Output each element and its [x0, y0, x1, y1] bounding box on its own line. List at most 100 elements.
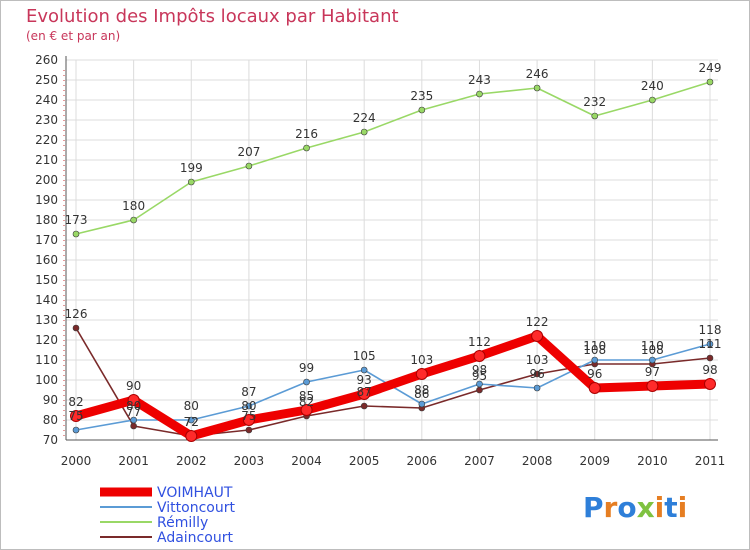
- y-tick-label: 150: [35, 273, 58, 287]
- data-label: 232: [583, 95, 606, 109]
- data-point: [418, 106, 426, 114]
- data-point: [476, 380, 483, 388]
- legend-label: Vittoncourt: [157, 500, 235, 516]
- proxiti-logo[interactable]: Proxiti: [583, 491, 687, 524]
- data-label: 216: [295, 127, 318, 141]
- legend-item[interactable]: Rémilly: [100, 515, 208, 531]
- x-tick-label: 2009: [579, 454, 610, 468]
- legend-label: Rémilly: [157, 515, 208, 531]
- data-point: [72, 324, 80, 332]
- data-label: 112: [468, 335, 491, 349]
- y-tick-label: 110: [35, 353, 58, 367]
- data-point: [646, 380, 659, 392]
- data-point: [704, 378, 716, 390]
- data-point: [649, 96, 656, 104]
- data-point: [303, 378, 310, 386]
- data-label: 90: [126, 379, 141, 393]
- data-label: 199: [180, 161, 203, 175]
- data-point: [245, 426, 253, 434]
- data-point: [127, 394, 140, 406]
- legend-label: VOIMHAUT: [157, 485, 233, 501]
- logo-letter: P: [583, 491, 604, 524]
- x-tick-label: 2005: [349, 454, 380, 468]
- data-point: [706, 340, 714, 348]
- logo-letter: i: [678, 491, 688, 524]
- series-line: [71, 331, 715, 441]
- y-tick-label: 180: [35, 213, 58, 227]
- x-tick-label: 2007: [464, 454, 495, 468]
- data-label: 173: [65, 213, 88, 227]
- data-point: [70, 410, 82, 422]
- legend-label: Adaincourt: [157, 530, 233, 546]
- data-point: [187, 178, 195, 186]
- data-point: [415, 368, 428, 380]
- data-label: 108: [641, 343, 664, 357]
- data-point: [185, 430, 198, 442]
- data-label: 246: [526, 67, 549, 81]
- data-label: 103: [526, 353, 549, 367]
- data-label: 87: [357, 385, 372, 399]
- data-point: [245, 402, 253, 410]
- x-tick-label: 2000: [61, 454, 92, 468]
- data-label: 98: [472, 363, 487, 377]
- y-tick-label: 240: [35, 93, 58, 107]
- data-point: [588, 382, 601, 394]
- data-label: 95: [472, 369, 487, 383]
- data-point: [130, 422, 137, 430]
- data-point: [358, 388, 371, 400]
- data-label: 93: [357, 373, 372, 387]
- data-point: [531, 330, 544, 342]
- x-tick-label: 2003: [234, 454, 265, 468]
- data-point: [360, 402, 368, 410]
- logo-letter: i: [655, 491, 665, 524]
- y-tick-label: 140: [35, 293, 58, 307]
- data-label: 85: [299, 389, 314, 403]
- legend-item[interactable]: Vittoncourt: [100, 500, 235, 516]
- logo-letter: t: [664, 491, 677, 524]
- x-tick-label: 2008: [522, 454, 553, 468]
- data-point: [649, 356, 656, 364]
- data-label: 72: [184, 415, 199, 429]
- data-label: 77: [126, 405, 141, 419]
- series-layer: [70, 78, 716, 442]
- legend-item[interactable]: VOIMHAUT: [100, 485, 233, 501]
- data-point: [533, 370, 541, 378]
- data-point: [242, 414, 255, 426]
- legend-item[interactable]: Adaincourt: [100, 530, 233, 546]
- data-label: 80: [241, 399, 256, 413]
- data-point: [303, 144, 310, 152]
- data-point: [300, 404, 313, 416]
- data-label: 111: [699, 337, 722, 351]
- data-label: 103: [410, 353, 433, 367]
- x-tick-label: 2002: [176, 454, 207, 468]
- data-point: [72, 230, 80, 238]
- y-tick-label: 190: [35, 193, 58, 207]
- data-label: 180: [122, 199, 145, 213]
- y-tick-label: 80: [43, 413, 58, 427]
- y-tick-label: 210: [35, 153, 58, 167]
- data-label: 240: [641, 79, 664, 93]
- logo-letter: r: [604, 491, 618, 524]
- data-label: 96: [587, 367, 602, 381]
- logo-letter: o: [617, 491, 636, 524]
- x-tick-label: 2001: [118, 454, 149, 468]
- y-tick-label: 130: [35, 313, 58, 327]
- data-label: 235: [410, 89, 433, 103]
- data-point: [473, 350, 486, 362]
- y-tick-label: 120: [35, 333, 58, 347]
- logo-letter: x: [637, 491, 655, 524]
- data-point: [72, 426, 80, 434]
- data-label: 82: [299, 395, 314, 409]
- data-point: [533, 84, 541, 92]
- data-label: 207: [237, 145, 260, 159]
- x-tick-label: 2006: [407, 454, 438, 468]
- data-label: 97: [645, 365, 660, 379]
- data-point: [360, 128, 368, 136]
- data-label: 86: [414, 387, 429, 401]
- series-rémilly: [72, 78, 714, 238]
- data-label: 96: [529, 367, 544, 381]
- y-tick-label: 160: [35, 253, 58, 267]
